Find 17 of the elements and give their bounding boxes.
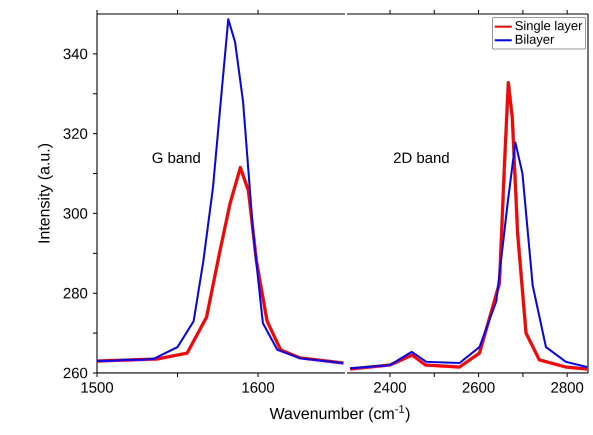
x-tick-label: 2400 [374, 382, 406, 393]
legend-label: Bilayer [516, 34, 554, 46]
line-series [96, 18, 344, 364]
y-tick-label: 340 [63, 48, 88, 60]
y-tick-label: 320 [63, 128, 88, 139]
x-tick-label: 1600 [242, 382, 274, 393]
y-axis-title: Intensity (a.u.) [38, 144, 53, 243]
y-tick-label: 260 [64, 368, 88, 378]
legend-label: Single layer [515, 20, 582, 33]
x-tick-label: 1500 [82, 382, 114, 393]
x-tick-label: 2600 [462, 382, 495, 393]
y-tick-label: 280 [64, 288, 88, 298]
y-tick-label: 300 [63, 208, 88, 219]
x-axis-title: Wavenumber (cm$^{-1}$) [270, 405, 410, 422]
annotation: G band [152, 152, 200, 164]
x-tick-label: 2800 [551, 382, 584, 393]
annotation: 2D band [394, 152, 449, 164]
